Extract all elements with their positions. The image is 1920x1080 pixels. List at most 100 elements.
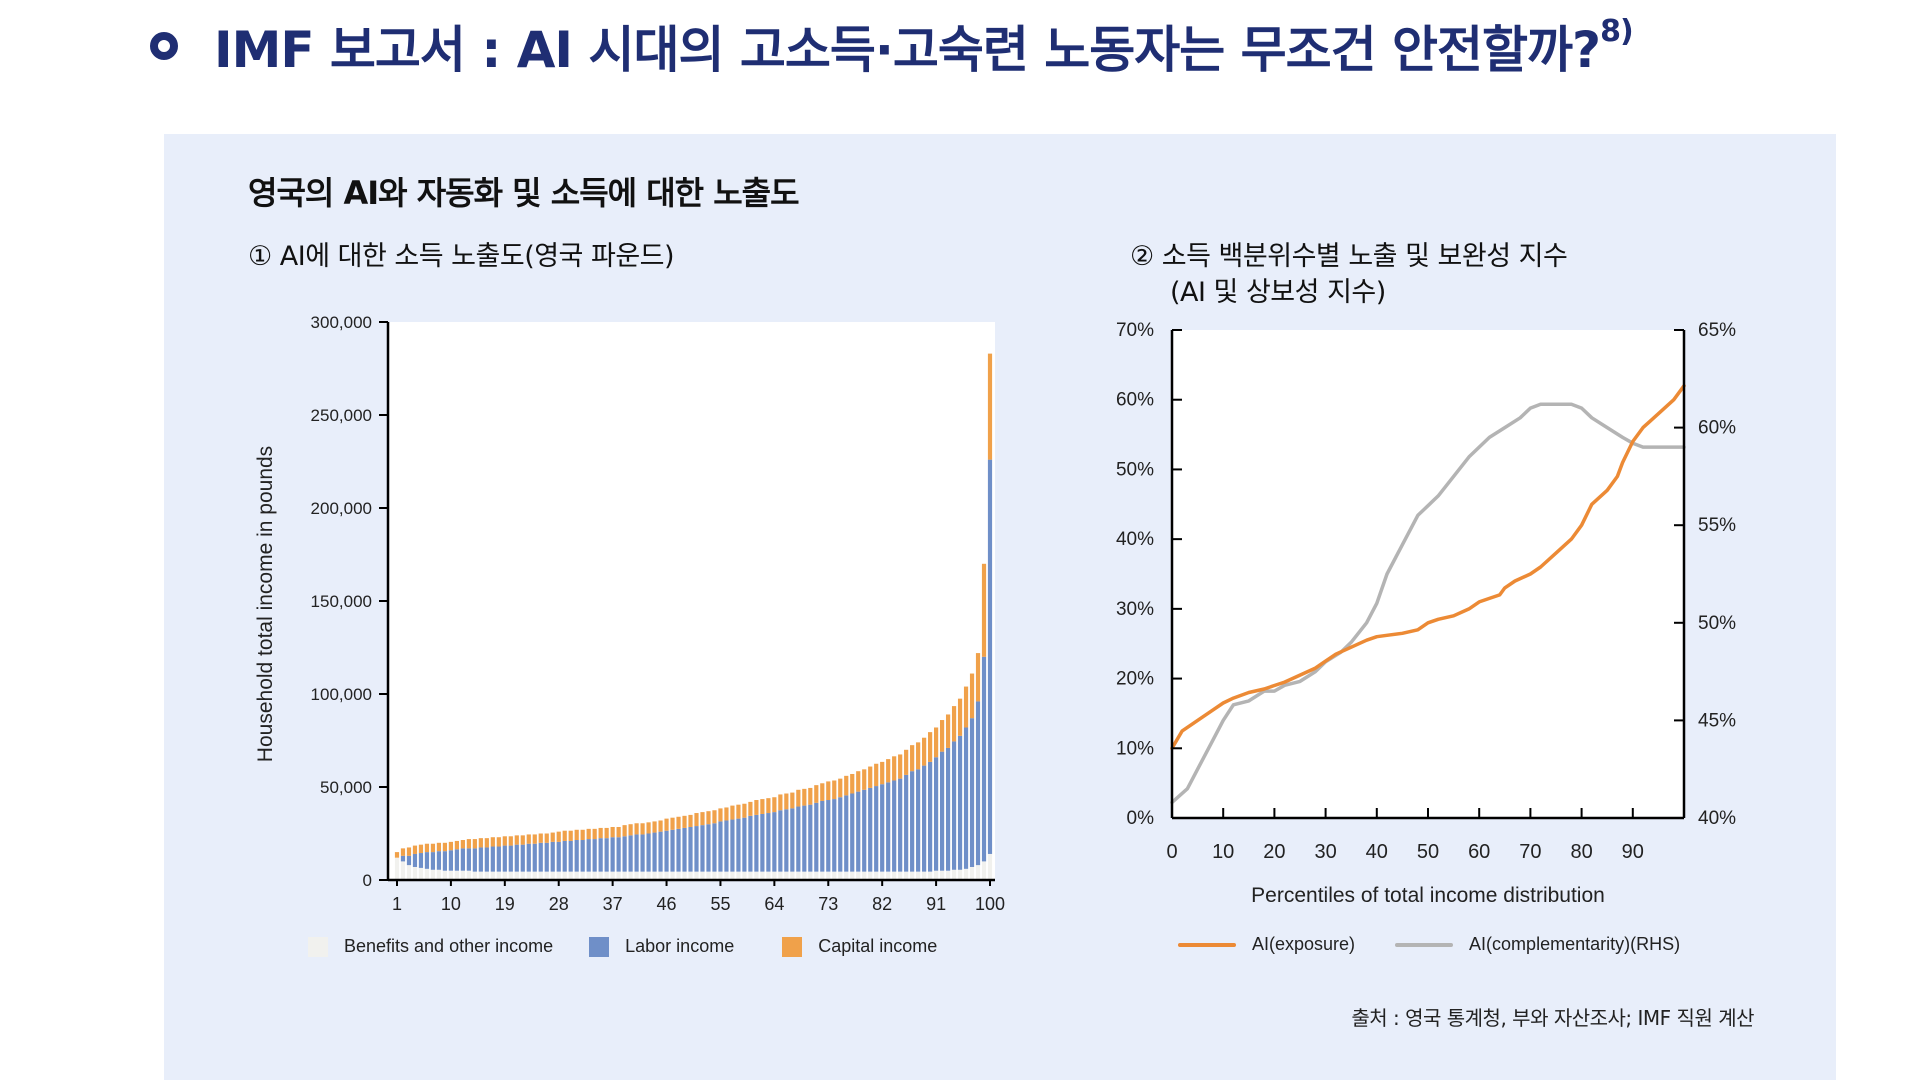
bar-labor-52: [700, 825, 705, 872]
x-tick-label: 70: [1519, 841, 1541, 863]
x-tick-label: 60: [1468, 841, 1490, 863]
bar-capital-79: [862, 769, 867, 790]
x-tick-label: 82: [872, 894, 892, 914]
bar-labor-14: [472, 848, 477, 872]
y-tick-label-left: 60%: [1116, 390, 1154, 411]
y-tick-label-left: 70%: [1116, 320, 1154, 341]
bar-benefits-87: [910, 871, 915, 880]
bar-capital-47: [670, 817, 675, 830]
bar-benefits-73: [826, 871, 831, 880]
bar-capital-85: [898, 754, 903, 779]
bar-benefits-57: [730, 871, 735, 880]
bar-labor-63: [766, 813, 771, 872]
bar-capital-16: [484, 838, 489, 848]
bar-labor-55: [718, 821, 723, 872]
bar-labor-29: [562, 840, 567, 872]
series-line-exposure: [1170, 384, 1686, 751]
bar-capital-72: [820, 783, 825, 801]
bar-benefits-64: [772, 871, 777, 880]
bar-capital-66: [784, 793, 789, 810]
bar-labor-4: [412, 853, 418, 867]
bar-capital-84: [892, 756, 897, 781]
page-title: IMF 보고서 : AI 시대의 고소득·고숙련 노동자는 무조건 안전할까?8…: [214, 14, 1634, 79]
bar-labor-56: [724, 820, 729, 872]
bar-labor-60: [748, 815, 753, 872]
bar-capital-63: [766, 798, 771, 814]
bar-capital-92: [939, 720, 945, 752]
bar-benefits-4: [412, 866, 418, 880]
y-tick-label-left: 30%: [1116, 599, 1154, 620]
bar-labor-66: [784, 809, 789, 872]
panel-title: 영국의 AI와 자동화 및 소득에 대한 노출도: [248, 174, 800, 212]
x-tick-label: 10: [441, 894, 461, 914]
bar-labor-22: [520, 844, 525, 872]
bar-labor-70: [808, 804, 813, 872]
bar-capital-73: [826, 781, 831, 801]
bar-capital-40: [628, 824, 633, 836]
bar-benefits-84: [892, 871, 897, 880]
bar-benefits-9: [442, 870, 448, 880]
legend-swatch-labor: [589, 936, 610, 957]
bar-capital-98: [975, 653, 981, 702]
bar-capital-5: [418, 844, 424, 854]
bar-benefits-52: [700, 871, 705, 880]
y-tick-label-right: 65%: [1698, 320, 1736, 341]
x-tick-label: 80: [1570, 841, 1592, 863]
chart2-legend: AI(exposure) AI(complementarity)(RHS): [1178, 934, 1680, 955]
bar-labor-86: [904, 774, 909, 872]
bar-labor-71: [814, 802, 819, 872]
bar-labor-7: [430, 852, 436, 870]
bar-benefits-96: [963, 868, 969, 880]
bar-labor-69: [802, 805, 807, 872]
footnote-marker: 8): [1600, 14, 1634, 50]
bar-labor-48: [676, 828, 681, 872]
bar-labor-34: [592, 839, 597, 872]
bar-labor-42: [640, 834, 645, 872]
bar-benefits-5: [418, 867, 424, 880]
bar-capital-80: [868, 766, 873, 788]
bar-capital-30: [568, 830, 573, 841]
bar-capital-51: [694, 813, 699, 827]
bar-benefits-80: [868, 871, 873, 880]
y-tick-label-left: 0%: [1127, 808, 1155, 829]
bar-benefits-13: [466, 870, 471, 880]
bar-labor-65: [778, 810, 783, 872]
bar-labor-47: [670, 829, 675, 872]
bar-benefits-32: [580, 871, 585, 880]
bar-capital-43: [646, 822, 651, 834]
bar-benefits-85: [898, 871, 903, 880]
bar-capital-82: [880, 761, 885, 785]
bar-capital-62: [760, 799, 765, 814]
y-tick-label: 150,000: [311, 592, 372, 611]
bar-benefits-40: [628, 871, 633, 880]
bar-labor-89: [922, 765, 927, 872]
bar-labor-82: [880, 784, 885, 872]
bar-benefits-59: [742, 871, 747, 880]
bar-capital-65: [778, 794, 783, 811]
y-tick-label-right: 40%: [1698, 808, 1736, 829]
bar-labor-43: [646, 833, 651, 872]
bar-labor-50: [688, 826, 693, 872]
legend-label-capital: Capital income: [818, 936, 938, 956]
legend-line-exposure: [1178, 942, 1236, 947]
bar-capital-42: [640, 823, 645, 835]
legend-label-benefits: Benefits and other income: [344, 936, 554, 956]
bar-capital-97: [969, 673, 975, 719]
bar-benefits-98: [975, 865, 981, 880]
bar-labor-64: [772, 812, 777, 872]
bar-benefits-76: [844, 871, 849, 880]
bar-capital-33: [586, 828, 591, 840]
bar-labor-45: [658, 831, 663, 872]
bar-benefits-31: [574, 871, 579, 880]
bar-capital-8: [436, 842, 442, 852]
legend-label-exposure: AI(exposure): [1252, 934, 1356, 954]
bar-labor-28: [556, 841, 561, 872]
bar-capital-46: [664, 818, 669, 831]
bar-capital-15: [478, 838, 483, 848]
bar-capital-89: [922, 737, 927, 766]
bar-capital-61: [754, 800, 759, 815]
bar-benefits-71: [814, 871, 819, 880]
bar-capital-75: [838, 778, 843, 798]
bar-labor-37: [610, 837, 615, 872]
bar-labor-95: [957, 735, 963, 870]
